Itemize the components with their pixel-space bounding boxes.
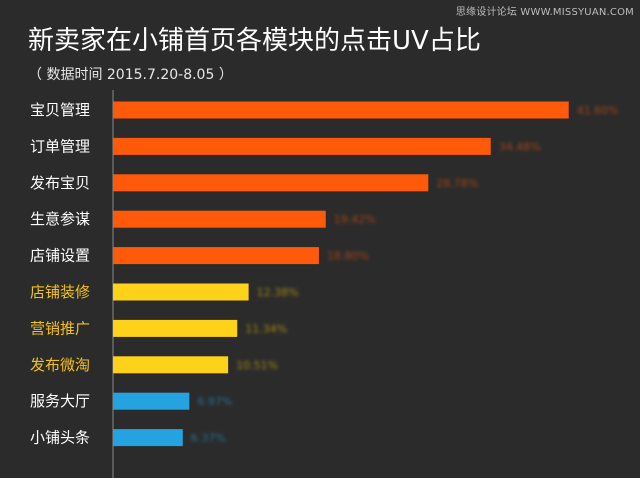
bar (113, 101, 569, 119)
bar (113, 283, 249, 301)
category-label: 营销推广 (30, 319, 90, 337)
value-label: 28.78% (436, 177, 478, 190)
chart-subtitle: （ 数据时间 2015.7.20-8.05 ） (28, 67, 233, 83)
bar (113, 429, 183, 447)
bar (113, 210, 326, 228)
value-label: 6.37% (191, 432, 226, 445)
category-label: 店铺装修 (30, 283, 90, 301)
bar (113, 392, 190, 410)
category-label: 小铺头条 (30, 429, 90, 447)
value-label: 34.48% (499, 140, 541, 153)
bar (113, 247, 319, 265)
bar (113, 137, 491, 155)
bar (113, 356, 229, 374)
category-label: 订单管理 (30, 137, 90, 155)
chart-title: 新卖家在小铺首页各模块的点击UV占比 (28, 26, 481, 56)
category-label: 宝贝管理 (30, 101, 90, 119)
value-label: 19.42% (334, 213, 376, 226)
value-label: 12.38% (257, 286, 299, 299)
category-label: 店铺设置 (30, 247, 90, 265)
category-label: 生意参谋 (30, 210, 90, 228)
bar (113, 174, 429, 192)
bar (113, 319, 238, 337)
value-label: 41.60% (577, 104, 619, 117)
value-label: 18.80% (327, 250, 369, 263)
category-label: 服务大厅 (30, 392, 90, 410)
value-label: 11.34% (245, 322, 287, 335)
category-label: 发布宝贝 (30, 174, 90, 192)
value-label: 10.51% (236, 359, 278, 372)
category-label: 发布微淘 (30, 356, 90, 374)
watermark: 思缘设计论坛 WWW.MISSYUAN.COM (455, 7, 634, 18)
value-label: 6.97% (197, 395, 232, 408)
